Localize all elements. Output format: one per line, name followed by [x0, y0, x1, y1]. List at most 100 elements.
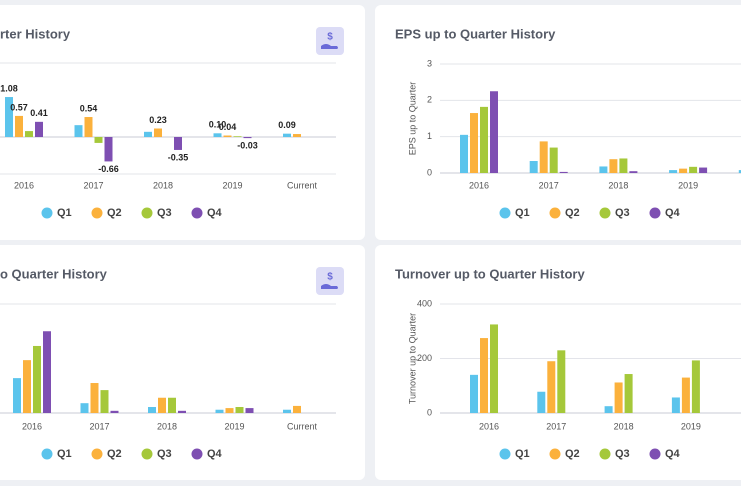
x-tick-label: 2017 [546, 421, 566, 431]
legend-swatch [191, 448, 203, 460]
bar [283, 409, 291, 413]
y-tick-label: 400 [417, 298, 432, 308]
x-tick-label: 2016 [479, 421, 499, 431]
bar [35, 121, 43, 137]
bar [100, 390, 109, 413]
value-label: -0.03 [237, 140, 258, 150]
legend-label: Q3 [157, 207, 172, 219]
bar [691, 360, 700, 413]
bar [225, 408, 234, 413]
bar [681, 377, 690, 413]
icon-button[interactable]: $ [316, 267, 344, 295]
legend-label: Q1 [57, 207, 72, 219]
chart-title: rter History [0, 26, 71, 41]
bar [213, 133, 222, 137]
chart-title: o Quarter History [0, 266, 108, 281]
bar [84, 117, 93, 137]
legend-swatch [141, 448, 153, 460]
bar [283, 133, 291, 137]
legend-label: Q2 [565, 448, 580, 460]
legend-label: Q2 [565, 207, 580, 219]
legend-swatch [649, 448, 661, 460]
legend-swatch [599, 448, 611, 460]
legend-swatch [549, 207, 561, 219]
value-label: 0.09 [278, 120, 296, 130]
bar [243, 137, 252, 139]
y-axis-label: EPS up to Quarter [407, 82, 417, 156]
legend-label: Q2 [107, 207, 122, 219]
x-tick-label: 2017 [83, 180, 103, 190]
x-tick-label: 2017 [539, 180, 559, 190]
bar [174, 137, 182, 150]
bar [460, 134, 468, 173]
legend-swatch [41, 207, 53, 219]
legend-label: Q4 [207, 448, 223, 460]
legend-label: Q3 [615, 207, 630, 219]
bar [245, 408, 254, 413]
legend-label: Q2 [107, 448, 122, 460]
x-tick-label: Current [287, 421, 318, 431]
legend-swatch [41, 448, 53, 460]
chart-title: Turnover up to Quarter History [395, 266, 585, 281]
legend-swatch [549, 448, 561, 460]
value-label: 0.10 [209, 120, 227, 130]
bar [539, 141, 548, 173]
bar [23, 360, 31, 413]
bar [547, 361, 556, 413]
bar [470, 113, 478, 173]
x-tick-label: 2018 [614, 421, 634, 431]
legend-label: Q3 [615, 448, 630, 460]
icon-button[interactable]: $ [316, 27, 344, 55]
legend-swatch [599, 207, 611, 219]
legend-swatch [191, 207, 203, 219]
x-tick-label: 2016 [14, 180, 34, 190]
legend-label: Q1 [515, 448, 530, 460]
bar [148, 407, 156, 413]
y-axis-label: Turnover up to Quarter [407, 313, 417, 404]
bar [480, 106, 488, 173]
bar [614, 382, 623, 413]
y-tick-label: 3 [427, 58, 432, 68]
bar [549, 147, 558, 173]
bar [629, 171, 638, 173]
bar [689, 166, 698, 173]
x-tick-label: 2019 [224, 421, 244, 431]
bar [669, 170, 678, 173]
bar [158, 397, 166, 413]
x-tick-label: Current [287, 180, 318, 190]
bar [671, 397, 680, 413]
bar [104, 137, 113, 162]
bar [559, 171, 568, 173]
bar [94, 137, 103, 143]
legend-label: Q4 [665, 448, 681, 460]
bar [144, 131, 152, 137]
legend-label: Q4 [665, 207, 681, 219]
bar [235, 407, 244, 413]
y-tick-label: 1 [427, 131, 432, 141]
legend-swatch [649, 207, 661, 219]
svg-text:$: $ [327, 272, 333, 283]
bar [679, 168, 688, 173]
bar [557, 350, 566, 413]
bar [33, 345, 41, 413]
legend-swatch [499, 207, 511, 219]
bar [537, 391, 546, 413]
x-tick-label: 2016 [22, 421, 42, 431]
value-label: 0.23 [149, 115, 167, 125]
bar [215, 409, 224, 413]
bar [624, 374, 633, 413]
bar [25, 131, 33, 137]
bar [490, 324, 498, 413]
card [0, 5, 365, 240]
bar [154, 128, 162, 137]
x-tick-label: 2019 [681, 421, 701, 431]
x-tick-label: 2019 [678, 180, 698, 190]
legend-swatch [91, 207, 103, 219]
x-tick-label: 2018 [157, 421, 177, 431]
bar [293, 134, 301, 137]
bar [74, 125, 83, 137]
bar [599, 166, 608, 173]
value-label: 1.08 [0, 83, 18, 93]
